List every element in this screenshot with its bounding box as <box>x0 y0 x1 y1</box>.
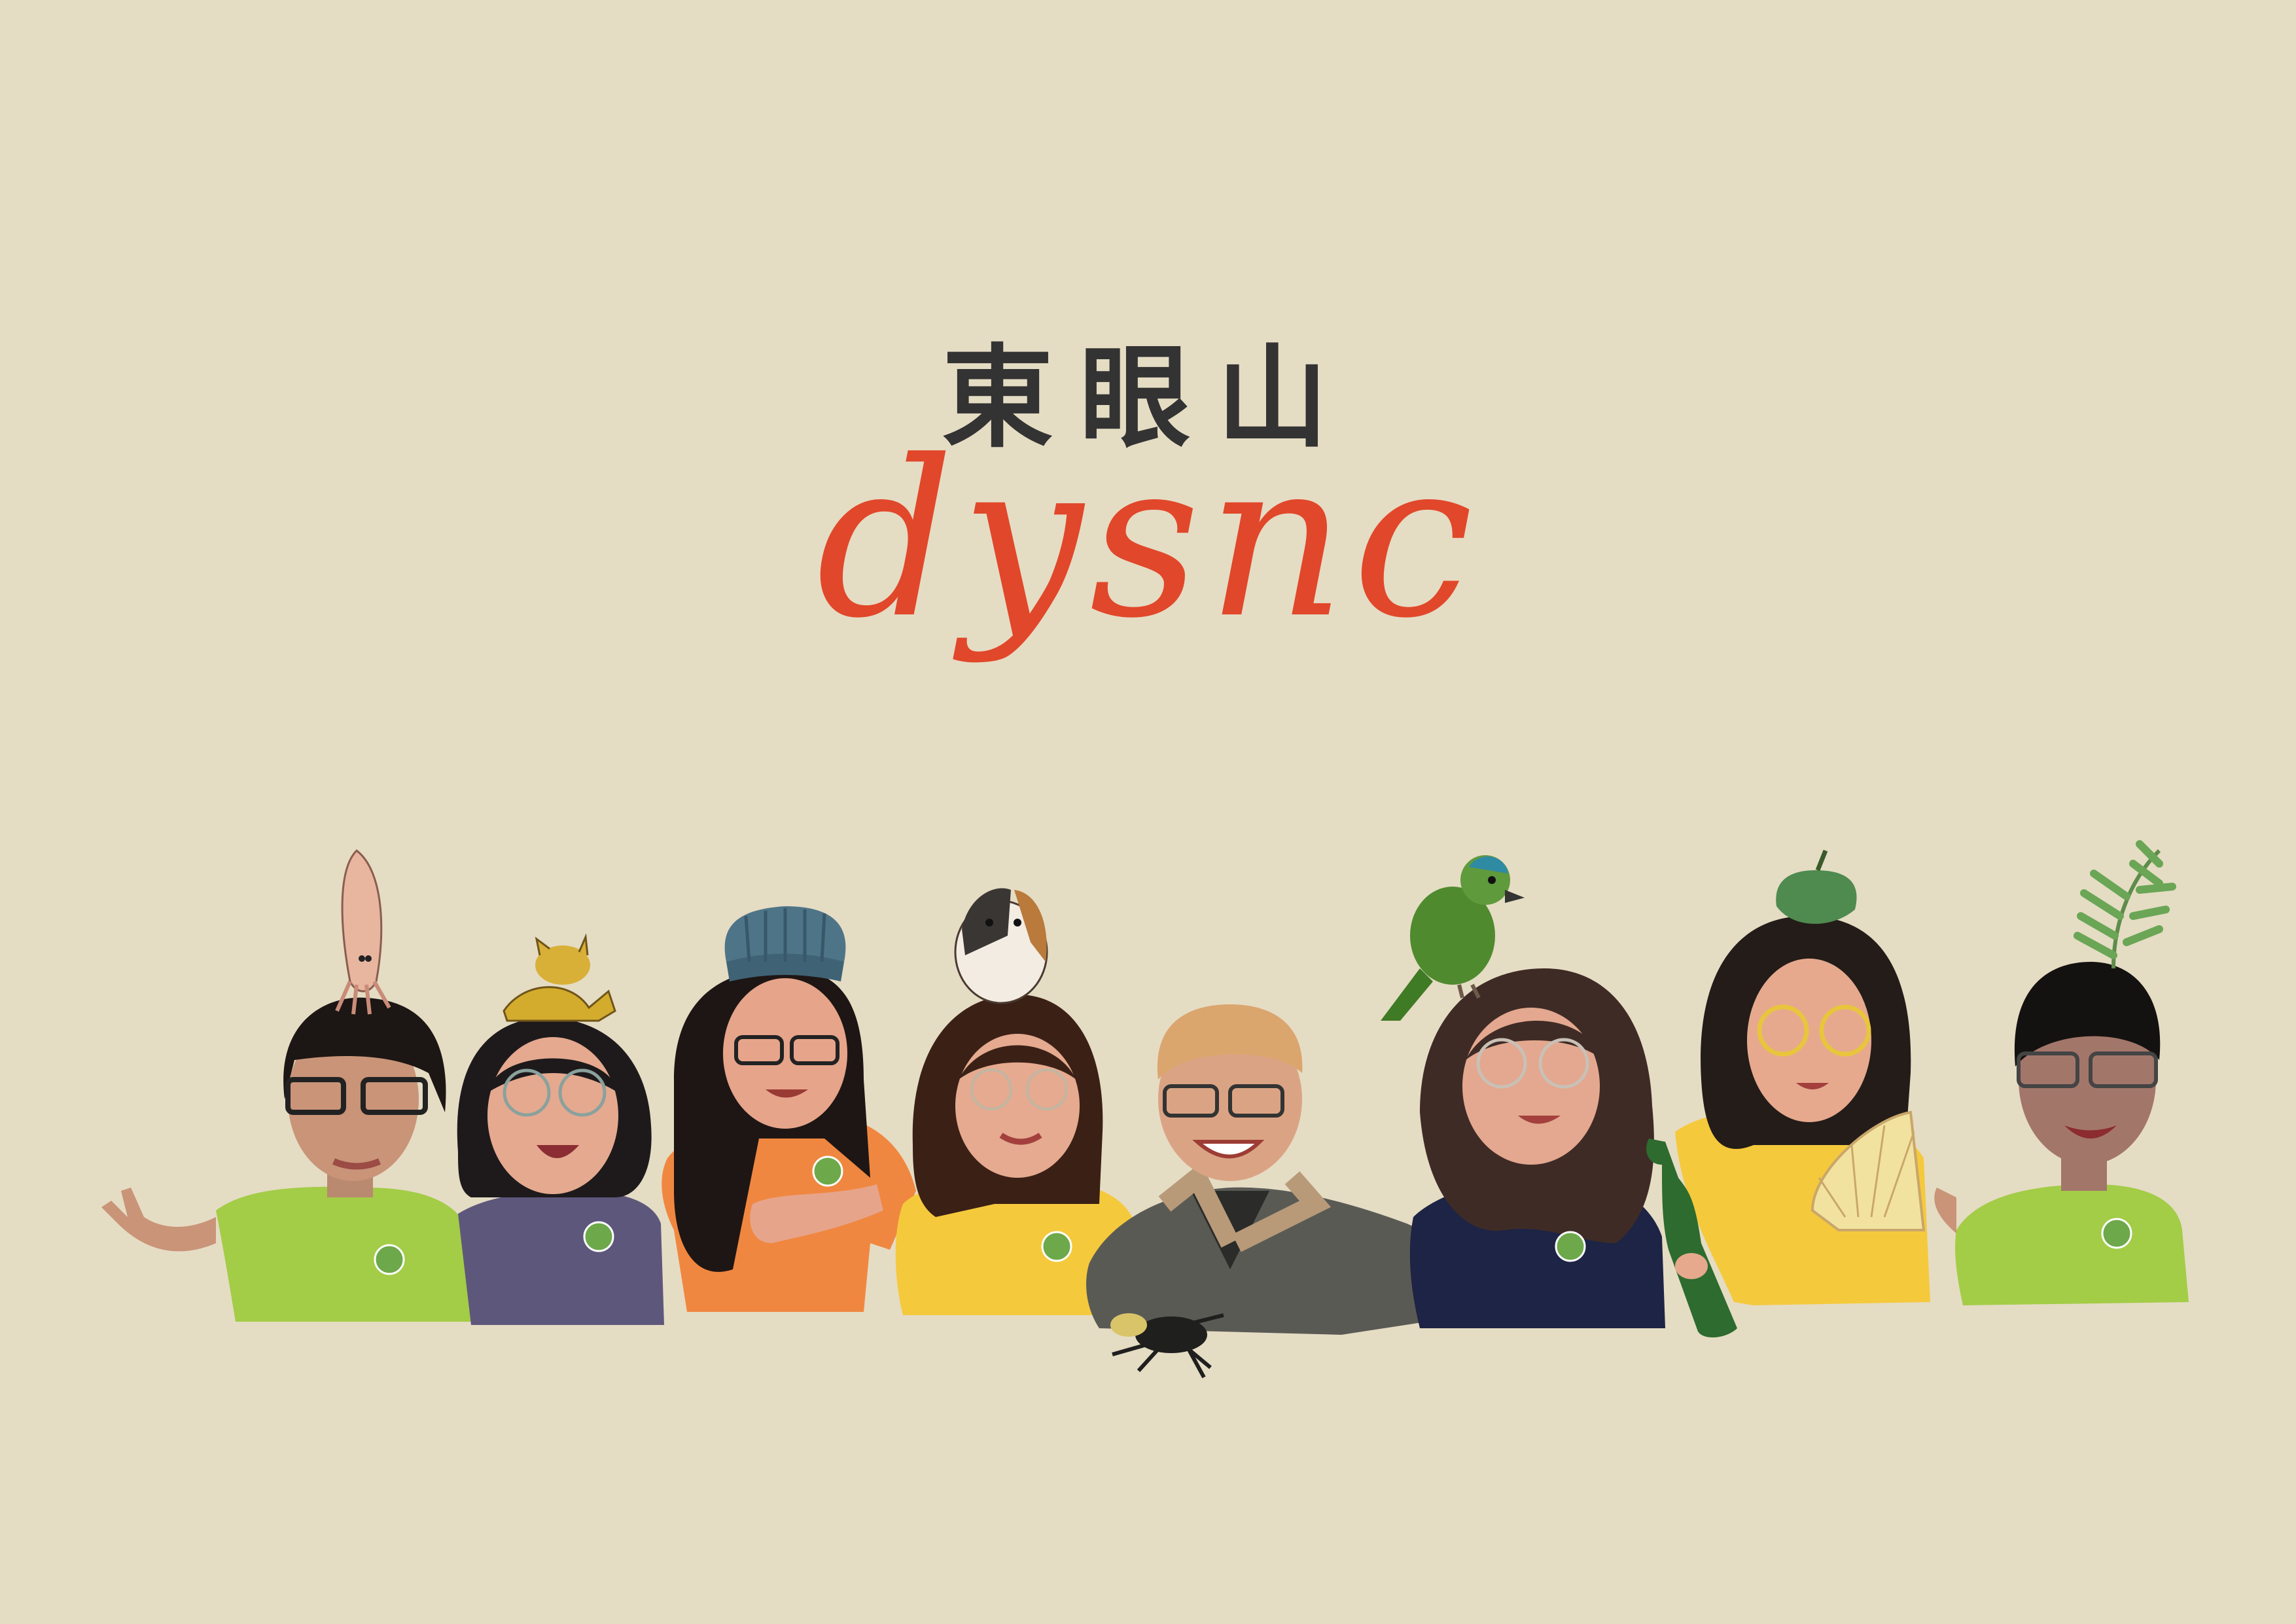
glasses-6 <box>1476 1038 1527 1089</box>
barbet-bird-icon <box>1381 855 1525 1021</box>
green-fruit-icon <box>1776 849 1857 924</box>
badge-icon-3 <box>812 1156 843 1187</box>
badge-icon-2 <box>583 1221 614 1252</box>
person-8 <box>1934 840 2189 1305</box>
shirt-green-1 <box>216 1186 471 1322</box>
person-6 <box>1381 855 1665 1328</box>
plant-sprig-icon <box>2074 840 2176 969</box>
squid-icon <box>335 849 391 1015</box>
fan-icon <box>1810 1110 1926 1231</box>
badge-icon-8 <box>2101 1218 2132 1249</box>
face-6 <box>1462 1008 1600 1165</box>
clasped-hands <box>750 1184 883 1243</box>
bottle-icon <box>1646 1139 1737 1338</box>
reaching-arm <box>1934 1188 1956 1233</box>
title-latin: dysnc <box>816 414 1480 665</box>
collar <box>1158 1162 1332 1252</box>
person-2 <box>457 933 664 1325</box>
person-4 <box>895 888 1132 1315</box>
waving-arm <box>101 1188 216 1252</box>
face-7 <box>1747 959 1871 1122</box>
glasses-4 <box>970 1068 1012 1110</box>
glasses-2 <box>503 1068 551 1117</box>
face-3 <box>723 978 847 1129</box>
glasses-1 <box>285 1077 346 1115</box>
chef-hat-icon <box>724 906 846 981</box>
badge-icon-6 <box>1555 1231 1586 1262</box>
person-1 <box>101 849 471 1322</box>
person-7 <box>1646 849 1930 1338</box>
person-3 <box>662 906 916 1312</box>
beetle-icon <box>1110 1313 1224 1379</box>
guinea-pig-icon <box>954 888 1048 1004</box>
hair-5 <box>1157 1004 1303 1080</box>
shirt-purple <box>458 1191 664 1325</box>
hair-8 <box>2014 962 2161 1067</box>
hair-1 <box>283 997 446 1112</box>
badge-icon <box>374 1244 405 1275</box>
badge-icon-4 <box>1041 1231 1072 1262</box>
title-chinese: 東眼山 <box>942 334 1354 463</box>
glasses-7 <box>1757 1004 1809 1057</box>
person-5 <box>1086 1004 1469 1379</box>
jacket-gray <box>1086 1187 1469 1335</box>
glasses-5 <box>1163 1084 1219 1118</box>
glasses-8 <box>2017 1051 2079 1088</box>
glasses-3 <box>734 1035 784 1065</box>
shirt-green-2 <box>1955 1184 2189 1305</box>
pokemon-creature-icon <box>503 933 616 1022</box>
